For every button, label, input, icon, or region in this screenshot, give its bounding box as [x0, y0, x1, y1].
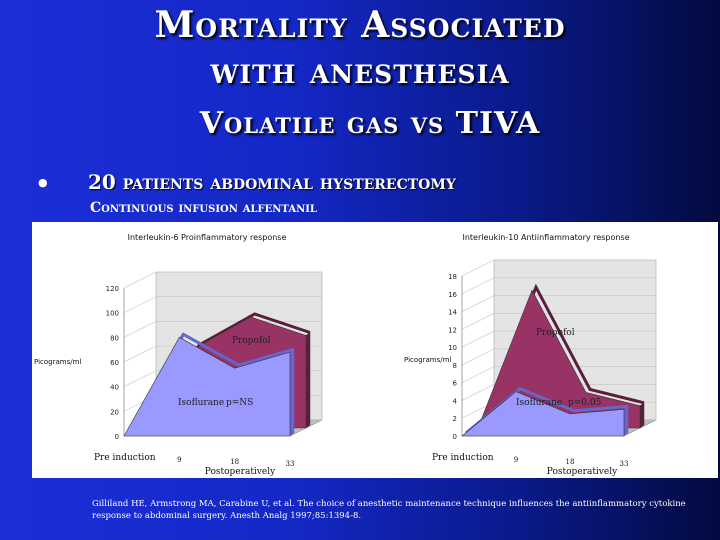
x-tick-label: Pre induction — [94, 453, 156, 463]
x-tick-label: 18 — [566, 458, 575, 466]
gridline — [123, 271, 322, 289]
gridline — [461, 295, 656, 312]
il6-chart-svg: 0 20 40 60 80 100 120 Propofol Isoflurane p=NS Int… — [34, 233, 323, 477]
series-label-isoflurane: Isoflurane — [178, 398, 224, 408]
gridline — [461, 348, 656, 366]
il10-chart-svg: 0 2 4 6 8 10 12 14 16 18 Propofol Isoflurane p=0.05 I… — [404, 233, 657, 477]
y-tick-label: 18 — [448, 273, 457, 281]
p-value-annotation: p=0.05 — [568, 398, 602, 408]
series-label-propofol: Propofol — [232, 336, 271, 346]
sub-bullet-text: Continuous infusion alfentanil — [90, 200, 317, 216]
series-area-isoflurane — [123, 336, 291, 437]
series-side — [305, 332, 311, 429]
series-side — [639, 402, 645, 429]
il6-chart: 0 20 40 60 80 100 120 Propofol Isoflurane p=NS Int… — [32, 222, 377, 478]
chart-title: Interleukin-10 Antiinflammatory response — [462, 233, 629, 242]
p-value-annotation: p=NS — [226, 398, 253, 408]
y-tick-label: 8 — [453, 362, 457, 370]
gridline — [123, 296, 322, 313]
bullet-text: 20 patients abdominal hysterectomy — [88, 170, 456, 194]
y-tick-label: 0 — [453, 433, 457, 441]
y-tick-label: 12 — [448, 326, 457, 334]
y-axis-label: Picograms/ml — [34, 358, 81, 366]
gridline — [461, 384, 656, 401]
gridline — [461, 277, 656, 295]
x-tick-label: 9 — [177, 456, 181, 464]
y-tick-label: 100 — [106, 310, 119, 318]
y-tick-label: 40 — [110, 384, 119, 392]
series-label-propofol: Propofol — [536, 328, 575, 338]
gridline — [461, 366, 656, 383]
series-label-isoflurane: Isoflurane — [516, 398, 562, 408]
x-axis-label: Postoperatively — [547, 467, 618, 477]
bullet-icon: ● — [38, 176, 48, 189]
x-tick-label: 33 — [620, 460, 629, 468]
x-axis-label: Postoperatively — [205, 467, 276, 477]
y-tick-label: 10 — [448, 344, 457, 352]
gridline — [461, 330, 656, 348]
x-tick-label: 33 — [286, 460, 295, 468]
series-area-isoflurane — [461, 391, 625, 437]
y-tick-label: 2 — [453, 415, 457, 423]
y-tick-label: 120 — [106, 285, 119, 293]
series-side — [289, 348, 295, 437]
series-side — [623, 405, 629, 437]
y-tick-label: 60 — [110, 359, 119, 367]
y-tick-label: 14 — [448, 309, 457, 317]
y-tick-label: 0 — [115, 433, 119, 441]
slide-title-line1: Mortality Associated — [154, 4, 566, 46]
il10-chart: 0 2 4 6 8 10 12 14 16 18 Propofol Isoflurane p=0.05 I… — [376, 222, 718, 478]
chart-title: Interleukin-6 Proinflammatory response — [128, 233, 287, 242]
y-tick-label: 80 — [110, 334, 119, 342]
gridline — [461, 259, 656, 277]
y-tick-label: 20 — [110, 408, 119, 416]
y-tick-label: 16 — [448, 291, 457, 299]
gridline — [461, 313, 656, 330]
x-tick-label: 18 — [230, 458, 239, 466]
gridline — [123, 321, 322, 338]
y-tick-label: 6 — [453, 380, 458, 388]
y-tick-label: 4 — [453, 397, 458, 405]
slide-subtitle: Volatile gas vs TIVA — [199, 106, 541, 141]
slide-title-line2: with anesthesia — [210, 50, 510, 92]
citation: Gilliland HE, Armstrong MA, Carabine U, … — [92, 499, 686, 521]
y-axis-label: Picograms/ml — [404, 356, 451, 364]
x-tick-label: Pre induction — [432, 453, 494, 463]
x-tick-label: 9 — [514, 456, 518, 464]
